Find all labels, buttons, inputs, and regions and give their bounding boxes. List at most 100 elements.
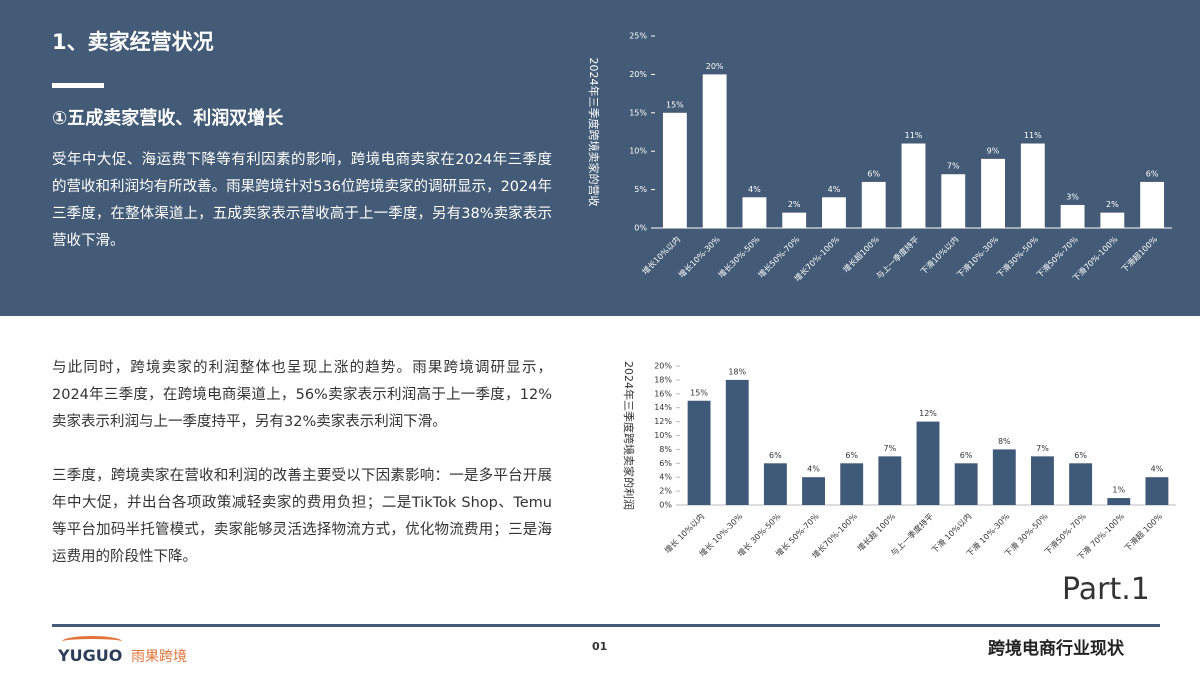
x-tick-label: 增长 10%以内 (662, 511, 706, 555)
x-tick-label: 下滑50%-70% (1034, 234, 1080, 280)
bar (1069, 463, 1093, 505)
value-label: 11% (1024, 131, 1042, 140)
y-tick-label: 4% (659, 473, 672, 482)
bar (1031, 456, 1054, 505)
value-label: 9% (987, 146, 1000, 155)
x-tick-label: 与上一季度持平 (874, 234, 921, 281)
bar (954, 463, 978, 505)
bar (725, 379, 749, 505)
bar (1140, 181, 1165, 228)
y-tick-label: 12% (654, 417, 672, 426)
value-label: 4% (1151, 465, 1164, 474)
y-tick-label: 16% (654, 389, 672, 398)
paragraph: 与此同时，跨境卖家的利润整体也呈现上涨的趋势。雨果跨境调研显示，2024年三季度… (52, 360, 552, 430)
y-axis-label: 2024年三季度跨境卖家的营收 (587, 58, 601, 207)
bar (802, 477, 825, 505)
y-tick-label: 0% (659, 501, 672, 510)
value-label: 7% (947, 162, 960, 171)
logo-arc (62, 636, 122, 647)
y-tick-label: 14% (654, 403, 672, 412)
bar (742, 197, 767, 228)
y-tick-label: 10% (654, 431, 672, 440)
value-label: 2% (788, 200, 801, 209)
bar (901, 143, 926, 228)
value-label: 8% (998, 437, 1011, 446)
bar (782, 212, 807, 228)
bar (687, 400, 711, 505)
x-tick-label: 下滑超100% (1119, 234, 1159, 274)
y-tick-label: 20% (629, 70, 647, 79)
value-label: 6% (867, 169, 880, 178)
logo: YUGUO (58, 646, 123, 665)
value-label: 7% (1036, 444, 1049, 453)
value-label: 20% (706, 62, 724, 71)
bar (662, 112, 687, 228)
value-label: 4% (748, 185, 761, 194)
bar (840, 463, 864, 505)
bar (1100, 212, 1125, 228)
paragraph: 三季度，跨境卖家在营收和利润的改善主要受以下因素影响：一是多平台开展年中大促，并… (52, 468, 552, 565)
title: 1、卖家经营状况 (52, 30, 214, 54)
value-label: 18% (728, 367, 746, 376)
value-label: 6% (845, 451, 858, 460)
paragraph: 受年中大促、海运费下降等有利因素的影响，跨境电商卖家在2024年三季度的营收和利… (52, 152, 552, 249)
x-tick-label: 下滑10%以内 (918, 234, 960, 276)
x-tick-label: 下滑 10%以内 (929, 511, 973, 555)
subtitle: ①五成卖家营收、利润双增长 (52, 108, 284, 129)
value-label: 6% (1074, 451, 1087, 460)
value-label: 6% (960, 451, 973, 460)
value-label: 3% (1066, 192, 1079, 201)
bar (916, 421, 940, 505)
bar (763, 463, 787, 505)
x-tick-label: 下滑10%-30% (955, 234, 1001, 280)
value-label: 15% (666, 100, 684, 109)
header-band (0, 0, 1200, 316)
y-axis-label: 2024年三季度跨境卖家的利润 (622, 361, 636, 510)
bar (702, 74, 727, 229)
value-label: 2% (1106, 200, 1119, 209)
part-label: Part.1 (1062, 572, 1150, 607)
x-tick-label: 下滑超 100% (1122, 511, 1164, 553)
y-tick-label: 8% (659, 445, 672, 454)
x-tick-label: 增长30%-50% (716, 234, 762, 280)
value-label: 1% (1112, 486, 1125, 495)
y-tick-label: 25% (629, 32, 647, 41)
y-tick-label: 2% (659, 487, 672, 496)
bar (878, 456, 902, 505)
x-tick-label: 增长超 100% (855, 511, 897, 553)
page-number: 01 (592, 640, 608, 653)
x-tick-label: 下滑30%-50% (994, 234, 1040, 280)
value-label: 12% (919, 409, 937, 418)
value-label: 6% (769, 451, 782, 460)
bar (822, 197, 846, 228)
bar (1060, 204, 1085, 228)
value-label: 15% (690, 388, 708, 397)
section-name: 跨境电商行业现状 (988, 639, 1124, 659)
bar (992, 449, 1016, 505)
y-tick-label: 0% (634, 224, 647, 233)
bar (1020, 143, 1045, 228)
y-tick-label: 10% (629, 147, 647, 156)
brand: 雨果跨境 (131, 649, 187, 665)
value-label: 4% (807, 465, 820, 474)
bar (1145, 477, 1169, 505)
y-tick-label: 15% (629, 108, 647, 117)
value-label: 4% (828, 185, 841, 194)
x-tick-label: 增长超100% (841, 234, 881, 274)
bar (861, 181, 886, 228)
value-label: 11% (905, 131, 923, 140)
footer-rule (52, 624, 1160, 627)
value-label: 7% (883, 444, 896, 453)
bar (941, 174, 966, 228)
title-rule (52, 83, 104, 88)
y-tick-label: 6% (659, 459, 672, 468)
bar (981, 158, 1005, 228)
x-tick-label: 增长10%以内 (640, 234, 682, 276)
x-tick-label: 增长10%-30% (676, 234, 722, 280)
bar (1107, 498, 1131, 505)
value-label: 6% (1146, 169, 1159, 178)
x-tick-label: 增长50%-70% (756, 234, 802, 280)
y-tick-label: 20% (654, 362, 672, 371)
